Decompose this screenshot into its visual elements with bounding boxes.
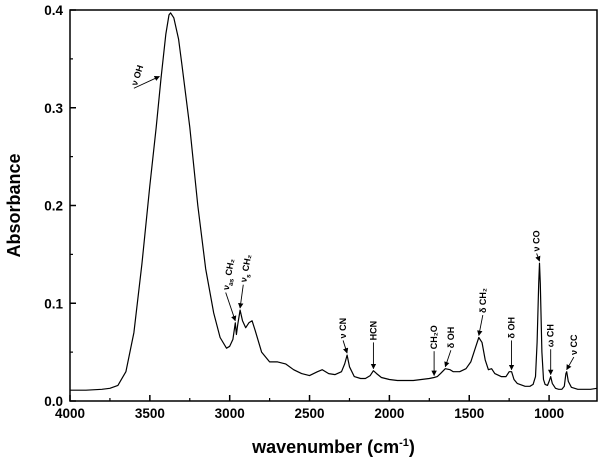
annotation-vCC: ν CC: [566, 334, 579, 371]
x-axis-ticks: 4000 3500 3000 2500 2000 1500 1000: [55, 395, 564, 421]
y-axis-title: Absorbance: [4, 153, 24, 257]
x-tick-label: 3000: [215, 406, 245, 421]
annotation-arrow: [342, 340, 349, 354]
spectrum-line: [70, 12, 598, 391]
annotation-vsCH2: νs CH₂: [238, 254, 256, 309]
annotation-arrow: [477, 314, 484, 336]
y-tick-label: 0.3: [44, 101, 63, 116]
annotation-wCH: ω CH: [546, 324, 556, 376]
x-tick-label: 4000: [55, 406, 85, 421]
annotation-label: ω CH: [546, 324, 556, 347]
annotation-label: HCN: [368, 321, 378, 341]
y-tick-label: 0.2: [44, 199, 63, 214]
annotation-vOH: ν OH: [129, 64, 160, 89]
y-tick-label: 0.0: [44, 394, 63, 409]
x-tick-label: 1000: [534, 406, 564, 421]
annotation-arrow: [225, 292, 237, 322]
annotation-vCN: ν CN: [338, 318, 349, 354]
plot-area: [69, 9, 598, 402]
annotation-arrow: [133, 76, 160, 89]
annotation-label: νas CH₂: [221, 258, 239, 292]
annotation-label: δ OH: [446, 327, 456, 348]
annotation-arrow: [444, 350, 452, 368]
annotation-HCN: HCN: [368, 321, 378, 370]
annotation-label: ν CN: [338, 318, 348, 339]
annotation-label: CH₂O: [429, 325, 439, 349]
y-tick-label: 0.1: [44, 296, 63, 311]
annotation-label: δ CH₂: [478, 288, 488, 313]
annotation-arrow: [566, 356, 575, 371]
annotation-label: ν CC: [569, 334, 579, 355]
x-tick-label: 2500: [295, 406, 325, 421]
annotation-label: ν OH: [129, 64, 145, 87]
annotation-arrow: [238, 284, 244, 309]
annotation-vCO: ν CO: [532, 230, 542, 262]
annotation-arrow: [535, 253, 541, 262]
annotation-label: δ OH: [507, 317, 517, 338]
y-axis-ticks: 0.0 0.1 0.2 0.3 0.4: [44, 3, 76, 409]
x-tick-label: 3500: [135, 406, 165, 421]
x-axis-title: wavenumber (cm-1): [251, 437, 415, 457]
annotation-dCH2: δ CH₂: [477, 288, 488, 336]
annotation-label: νs CH₂: [238, 254, 256, 284]
annotation-CH2O: CH₂O: [429, 325, 439, 377]
x-tick-label: 2000: [374, 406, 404, 421]
annotation-dOH1: δ OH: [444, 327, 456, 368]
annotation-label: ν CO: [532, 230, 542, 251]
plot-frame: [69, 9, 598, 402]
spectrum-layer: [70, 12, 598, 391]
y-tick-label: 0.4: [44, 3, 63, 18]
annotation-vasCH2: νas CH₂: [221, 258, 239, 322]
x-tick-label: 1500: [454, 406, 484, 421]
annotation-dOH2: δ OH: [507, 317, 517, 371]
